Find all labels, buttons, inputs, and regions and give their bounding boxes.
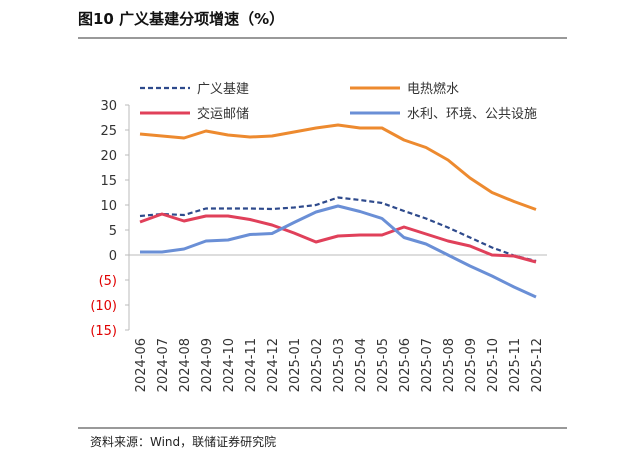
legend-label: 广义基建 (197, 82, 249, 97)
x-tick-label: 2025-05 (376, 338, 391, 392)
x-tick-label: 2024-07 (156, 338, 171, 392)
y-tick-label: 20 (100, 149, 117, 164)
x-tick-label: 2025-08 (442, 338, 457, 392)
x-tick-label: 2024-08 (178, 338, 193, 392)
source: 资料来源：Wind，联储证券研究院 (90, 434, 276, 449)
y-tick-label: 15 (100, 174, 117, 189)
x-tick-label: 2025-01 (288, 338, 303, 392)
y-tick-label: 25 (100, 124, 117, 139)
x-tick-label: 2025-10 (486, 338, 501, 392)
series-line (139, 212, 537, 264)
y-tick-label: 5 (109, 224, 117, 239)
x-tick-label: 2025-02 (310, 338, 325, 392)
series-line (140, 204, 537, 299)
x-tick-label: 2024-12 (266, 338, 281, 392)
y-tick-label: (15) (90, 324, 117, 339)
x-tick-label: 2025-04 (354, 338, 369, 392)
y-tick-label: (5) (99, 274, 117, 289)
y-tick-label: 10 (100, 199, 117, 214)
series-line (139, 196, 537, 263)
x-tick-label: 2025-09 (464, 338, 479, 392)
x-tick-label: 2025-06 (398, 338, 413, 392)
legend-label: 电热燃水 (407, 81, 459, 97)
x-tick-label: 2024-09 (200, 338, 215, 392)
x-tick-label: 2025-07 (420, 338, 435, 392)
legend-label: 水利、环境、公共设施 (407, 107, 537, 122)
x-tick-label: 2025-03 (332, 338, 347, 392)
x-tick-label: 2025-11 (508, 338, 523, 392)
y-tick-label: 0 (109, 249, 117, 264)
x-tick-label: 2025-12 (530, 338, 545, 392)
series-line (139, 123, 537, 211)
legend-label: 交运邮储 (197, 106, 249, 122)
x-tick-label: 2024-10 (222, 338, 237, 392)
chart-title: 图10 广义基建分项增速（%） (78, 10, 284, 28)
y-tick-label: 30 (100, 99, 117, 114)
x-tick-label: 2024-06 (134, 338, 149, 392)
x-tick-label: 2024-11 (244, 338, 259, 392)
y-tick-label: (10) (90, 299, 117, 314)
